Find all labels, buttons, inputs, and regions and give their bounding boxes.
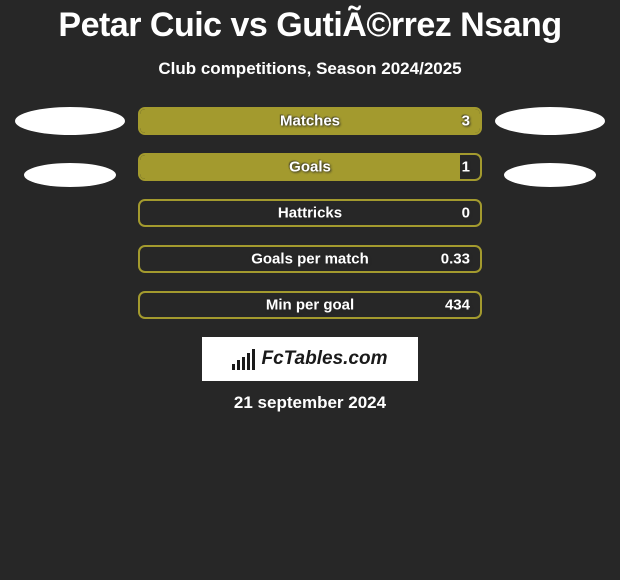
stat-bar-label: Hattricks (278, 205, 342, 222)
stat-bar-label: Matches (280, 113, 340, 130)
stat-bar-value: 0 (462, 205, 470, 222)
right-ellipse-col (490, 107, 610, 187)
bars-area: Matches 3 Goals 1 Hattricks 0 Goals per match 0… (0, 107, 620, 319)
player-shape-right-2 (504, 163, 596, 187)
stat-bar-value: 434 (445, 297, 470, 314)
stat-bar: Hattricks 0 (138, 199, 482, 227)
bars-column: Matches 3 Goals 1 Hattricks 0 Goals per match 0… (138, 107, 482, 319)
stat-bar-label: Goals per match (251, 251, 369, 268)
player-shape-right-1 (495, 107, 605, 135)
player-shape-left-1 (15, 107, 125, 135)
date-line: 21 september 2024 (0, 393, 620, 413)
logo-box: FcTables.com (202, 337, 418, 381)
stat-bar-value: 1 (462, 159, 470, 176)
player-shape-left-2 (24, 163, 116, 187)
stat-bar-value: 3 (462, 113, 470, 130)
stat-bar: Min per goal 434 (138, 291, 482, 319)
logo-text: FcTables.com (261, 348, 387, 370)
stat-bar-label: Goals (289, 159, 331, 176)
logo-chart-icon (232, 348, 255, 370)
stat-bar: Matches 3 (138, 107, 482, 135)
comparison-card: Petar Cuic vs GutiÃ©rrez Nsang Club comp… (0, 0, 620, 413)
stat-bar-value: 0.33 (441, 251, 470, 268)
left-ellipse-col (10, 107, 130, 187)
subtitle: Club competitions, Season 2024/2025 (0, 59, 620, 79)
page-title: Petar Cuic vs GutiÃ©rrez Nsang (0, 6, 620, 45)
stat-bar: Goals per match 0.33 (138, 245, 482, 273)
stat-bar-label: Min per goal (266, 297, 354, 314)
stat-bar: Goals 1 (138, 153, 482, 181)
